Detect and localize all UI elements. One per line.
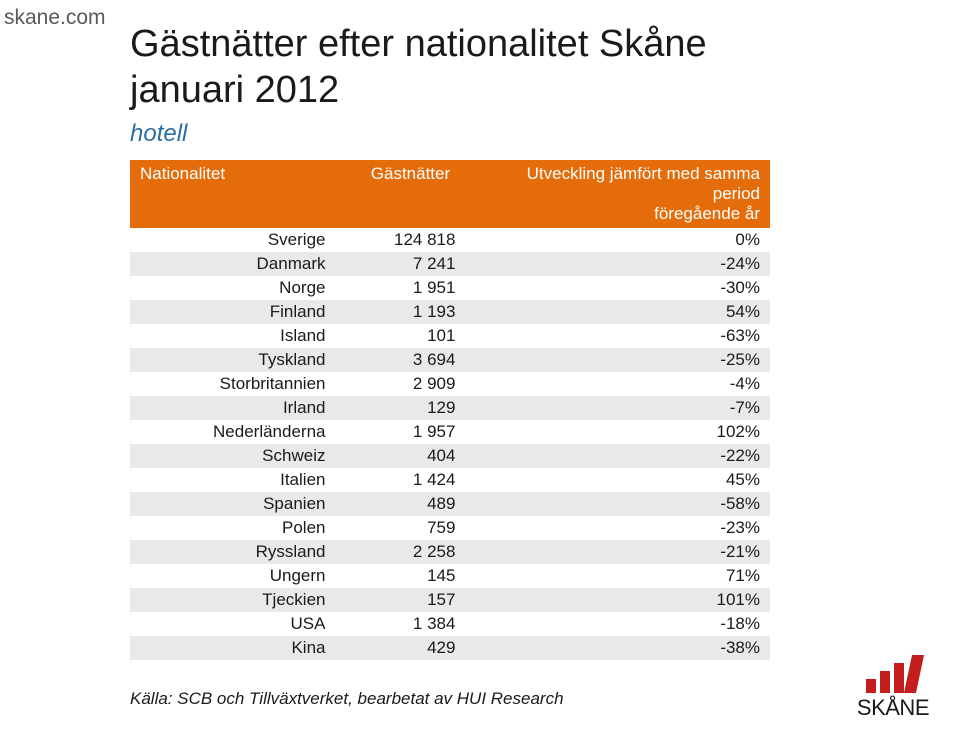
cell-value: 101 [335,324,485,348]
title-line-2: januari 2012 [130,69,339,111]
table-row: Kina429-38% [130,636,770,660]
table-row: Spanien489-58% [130,492,770,516]
table-row: Nederländerna1 957102% [130,420,770,444]
cell-nationality: Norge [130,276,335,300]
slide: skane.com Gästnätter efter nationalitet … [0,0,959,749]
table-row: Ryssland2 258-21% [130,540,770,564]
cell-nationality: Storbritannien [130,372,335,396]
cell-nationality: Italien [130,468,335,492]
cell-nationality: Ungern [130,564,335,588]
cell-development: -18% [485,612,770,636]
cell-development: -30% [485,276,770,300]
cell-development: -25% [485,348,770,372]
cell-nationality: Tyskland [130,348,335,372]
data-table-container: Nationalitet Gästnätter Utveckling jämfö… [130,160,770,660]
cell-value: 145 [335,564,485,588]
cell-value: 129 [335,396,485,420]
cell-value: 429 [335,636,485,660]
source-label: Källa: SCB och Tillväxtverket, bearbetat… [130,689,564,709]
table-row: Tjeckien157101% [130,588,770,612]
table-row: Finland1 19354% [130,300,770,324]
cell-development: 71% [485,564,770,588]
cell-nationality: Danmark [130,252,335,276]
cell-development: 54% [485,300,770,324]
cell-nationality: Irland [130,396,335,420]
cell-value: 1 384 [335,612,485,636]
cell-nationality: USA [130,612,335,636]
table-row: USA1 384-18% [130,612,770,636]
cell-development: 45% [485,468,770,492]
table-body: Sverige124 8180%Danmark7 241-24%Norge1 9… [130,228,770,660]
table-row: Danmark7 241-24% [130,252,770,276]
cell-nationality: Polen [130,516,335,540]
cell-value: 489 [335,492,485,516]
skane-logo: SKÅNE [857,659,929,721]
cell-development: -7% [485,396,770,420]
cell-development: -22% [485,444,770,468]
table-row: Italien1 42445% [130,468,770,492]
cell-nationality: Spanien [130,492,335,516]
cell-value: 124 818 [335,228,485,252]
cell-value: 3 694 [335,348,485,372]
cell-nationality: Island [130,324,335,348]
header-value: Gästnätter [335,160,485,228]
cell-nationality: Nederländerna [130,420,335,444]
cell-development: 0% [485,228,770,252]
cell-development: -21% [485,540,770,564]
logo-bars-icon [857,659,929,693]
cell-nationality: Finland [130,300,335,324]
table-row: Tyskland3 694-25% [130,348,770,372]
slide-title: Gästnätter efter nationalitet Skåne janu… [130,22,707,113]
title-line-1: Gästnätter efter nationalitet Skåne [130,23,707,65]
table-row: Island101-63% [130,324,770,348]
cell-value: 404 [335,444,485,468]
cell-value: 2 258 [335,540,485,564]
data-table: Nationalitet Gästnätter Utveckling jämfö… [130,160,770,660]
cell-nationality: Ryssland [130,540,335,564]
cell-nationality: Kina [130,636,335,660]
cell-nationality: Tjeckien [130,588,335,612]
logo-text: SKÅNE [857,695,929,721]
cell-value: 1 951 [335,276,485,300]
domain-label: skane.com [0,0,110,36]
cell-value: 2 909 [335,372,485,396]
cell-nationality: Sverige [130,228,335,252]
table-row: Schweiz404-22% [130,444,770,468]
cell-value: 7 241 [335,252,485,276]
cell-nationality: Schweiz [130,444,335,468]
cell-value: 1 424 [335,468,485,492]
table-header-row: Nationalitet Gästnätter Utveckling jämfö… [130,160,770,228]
cell-development: -63% [485,324,770,348]
cell-development: 101% [485,588,770,612]
slide-subtitle: hotell [130,120,187,148]
header-development: Utveckling jämfört med samma period före… [485,160,770,228]
cell-value: 1 193 [335,300,485,324]
cell-value: 759 [335,516,485,540]
table-row: Storbritannien2 909-4% [130,372,770,396]
table-row: Ungern14571% [130,564,770,588]
cell-development: -58% [485,492,770,516]
cell-value: 157 [335,588,485,612]
cell-development: -24% [485,252,770,276]
table-row: Sverige124 8180% [130,228,770,252]
header-dev-line2: föregående år [654,204,760,223]
cell-development: -23% [485,516,770,540]
table-row: Norge1 951-30% [130,276,770,300]
header-nationality: Nationalitet [130,160,335,228]
header-dev-line1: Utveckling jämfört med samma period [527,164,760,203]
table-row: Polen759-23% [130,516,770,540]
cell-development: -38% [485,636,770,660]
cell-development: 102% [485,420,770,444]
cell-development: -4% [485,372,770,396]
cell-value: 1 957 [335,420,485,444]
table-row: Irland129-7% [130,396,770,420]
